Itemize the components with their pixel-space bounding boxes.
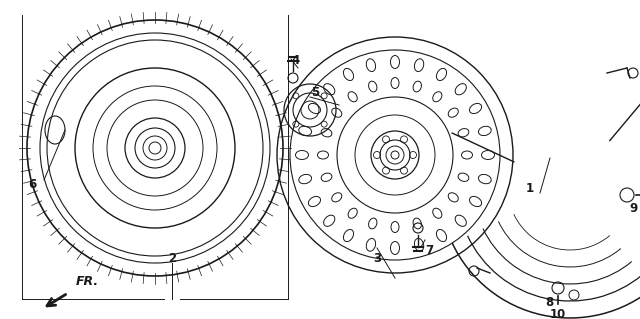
Text: FR.: FR. (76, 275, 99, 288)
Text: 6: 6 (28, 179, 36, 191)
Text: 10: 10 (550, 308, 566, 319)
Text: 9: 9 (629, 202, 637, 214)
Text: 8: 8 (545, 295, 553, 308)
Text: 2: 2 (168, 251, 176, 264)
Text: 7: 7 (425, 243, 433, 256)
Text: 3: 3 (373, 251, 381, 264)
Text: 4: 4 (292, 54, 300, 66)
Text: 5: 5 (311, 85, 319, 99)
Text: 1: 1 (526, 182, 534, 195)
